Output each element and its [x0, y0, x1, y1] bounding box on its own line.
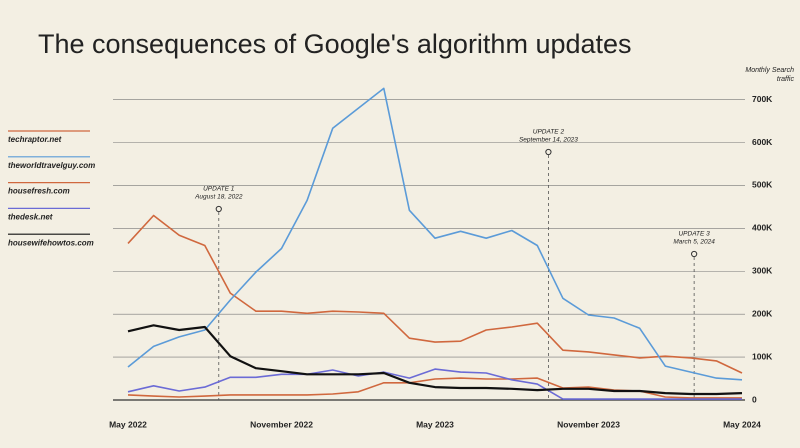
annotation-date: March 5, 2024 [673, 239, 715, 246]
annotation-title: UPDATE 3 [678, 231, 710, 238]
x-tick-label: November 2023 [557, 419, 620, 429]
y-tick-label: 500K [752, 180, 773, 190]
annotation-title: UPDATE 2 [533, 129, 565, 136]
legend-label: housefresh.com [8, 187, 70, 196]
series-line [127, 87, 743, 381]
legend-label: housewifehowtos.com [8, 238, 94, 247]
legend-label: thedesk.net [8, 213, 53, 222]
series-line [127, 324, 743, 396]
series-line [127, 214, 743, 374]
annotation-marker [545, 148, 552, 156]
y-tick-label: 0 [752, 394, 757, 404]
annotation-marker [215, 205, 222, 213]
x-tick-label: November 2022 [250, 419, 313, 429]
y-tick-label: 600K [752, 137, 773, 147]
annotation-date: September 14, 2023 [519, 137, 578, 144]
y-tick-label: 200K [752, 308, 773, 318]
y-tick-label: 300K [752, 266, 773, 276]
legend-label: theworldtravelguy.com [8, 161, 95, 170]
y-axis-title: Monthly Search traffic [745, 67, 794, 83]
annotation-title: UPDATE 1 [203, 186, 235, 193]
y-tick-label: 400K [752, 223, 773, 233]
x-tick-label: May 2022 [109, 419, 147, 429]
legend-label: techraptor.net [8, 135, 62, 144]
y-tick-label: 700K [752, 94, 773, 104]
x-tick-label: May 2023 [416, 419, 454, 429]
chart-title: The consequences of Google's algorithm u… [38, 29, 632, 59]
annotation-date: August 18, 2022 [194, 194, 243, 201]
y-tick-label: 100K [752, 351, 773, 361]
series-line [127, 368, 742, 400]
x-tick-label: May 2024 [723, 419, 761, 429]
annotation-marker [691, 250, 698, 258]
